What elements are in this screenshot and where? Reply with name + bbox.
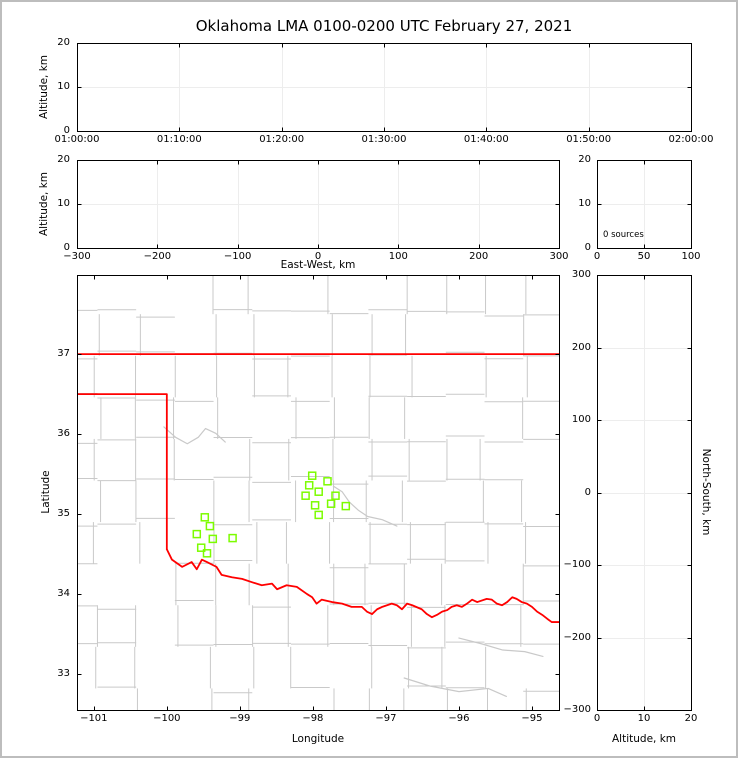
panel-source-histogram-y-tick-label: 10	[578, 198, 591, 209]
panel-altitude-vs-east-west-x-tick-label: 300	[549, 251, 569, 262]
panel-altitude-vs-east-west-y-tick-label: 20	[57, 154, 70, 165]
panel-altitude-vs-time-y-tick-label: 0	[63, 125, 70, 136]
panel-altitude-vs-north-south-x-tick-label: 20	[684, 713, 698, 724]
panel-altitude-vs-north-south-y-tick-label: 300	[571, 269, 591, 280]
panel-plan-view-map-x-tick-label: −95	[521, 713, 543, 724]
lma-source-marker	[314, 510, 323, 520]
ew-panel-y-axis-label: Altitude, km	[38, 171, 50, 237]
panel-altitude-vs-east-west	[77, 160, 560, 249]
panel-source-histogram-x-tick-label: 100	[681, 251, 701, 262]
panel-plan-view-map	[77, 275, 560, 711]
sources-count-annotation: 0 sources	[603, 230, 644, 240]
panel-plan-view-map-x-tick-label: −101	[80, 713, 108, 724]
gridlines	[77, 43, 692, 132]
tick-marks	[597, 160, 692, 249]
panel-altitude-vs-east-west-x-tick-label: −100	[223, 251, 252, 262]
lma-source-marker	[205, 521, 215, 531]
time-panel-y-axis-label: Altitude, km	[38, 54, 50, 120]
panel-plan-view-map-y-tick-label: 36	[57, 428, 70, 440]
lma-source-marker	[323, 477, 332, 486]
panel-altitude-vs-north-south-y-tick-label: −300	[563, 704, 591, 715]
panel-altitude-vs-time-x-tick-label: 01:30:00	[361, 134, 407, 145]
gridlines	[597, 160, 692, 249]
lma-source-marker	[192, 529, 202, 539]
panel-altitude-vs-east-west-x-tick-label: 100	[388, 251, 408, 262]
panel-plan-view-map-y-tick-label: 33	[57, 668, 70, 680]
lma-source-marker	[331, 491, 340, 500]
panel-altitude-vs-east-west-x-tick-label: −200	[143, 251, 172, 262]
panel-source-histogram-x-tick-label: 50	[637, 251, 651, 262]
panel-plan-view-map-x-tick-label: −97	[375, 713, 397, 724]
lma-source-markers	[192, 471, 351, 558]
lma-source-marker	[202, 549, 212, 558]
ns-panel-y-axis-label: North-South, km	[700, 448, 712, 536]
panel-altitude-vs-east-west-x-tick-label: 0	[314, 251, 322, 262]
lma-source-marker	[326, 499, 336, 508]
panel-altitude-vs-east-west-y-tick-label: 0	[63, 242, 70, 253]
lma-source-marker	[301, 491, 310, 500]
panel-altitude-vs-time-x-tick-label: 01:00:00	[54, 134, 100, 145]
panel-altitude-vs-north-south	[597, 275, 692, 711]
panel-altitude-vs-north-south-y-tick-label: 200	[571, 341, 591, 353]
tick-marks	[597, 275, 692, 711]
panel-source-histogram	[597, 160, 692, 249]
lma-source-marker	[307, 471, 317, 480]
panel-source-histogram-y-tick-label: 0	[584, 242, 591, 253]
tick-marks	[77, 43, 692, 132]
panel-altitude-vs-north-south-y-tick-label: 0	[584, 486, 591, 498]
lma-source-marker	[310, 501, 320, 510]
panel-altitude-vs-time-y-tick-label: 10	[57, 81, 70, 92]
panel-altitude-vs-north-south-x-tick-label: 0	[593, 713, 601, 724]
tick-marks	[77, 275, 560, 711]
panel-altitude-vs-time-x-tick-label: 01:50:00	[566, 134, 612, 145]
panel-plan-view-map-y-tick-label: 37	[57, 348, 70, 360]
panel-altitude-vs-east-west-x-tick-label: −300	[63, 251, 91, 262]
panel-plan-view-map-x-tick-label: −100	[153, 713, 181, 724]
panel-source-histogram-x-tick-label: 0	[593, 251, 601, 262]
ns-panel-x-axis-label: Altitude, km	[611, 733, 677, 745]
panel-altitude-vs-time-x-tick-label: 01:20:00	[259, 134, 305, 145]
lma-source-marker	[196, 543, 206, 552]
panel-altitude-vs-north-south-x-tick-label: 10	[637, 713, 651, 724]
panel-altitude-vs-north-south-y-tick-label: −200	[563, 631, 591, 643]
lma-source-marker	[304, 481, 314, 490]
gridlines	[77, 160, 560, 249]
lma-source-marker	[200, 513, 210, 522]
panel-plan-view-map-x-tick-label: −96	[448, 713, 470, 724]
gridlines	[597, 275, 692, 711]
red-river-border-line	[165, 548, 559, 623]
plot-title: Oklahoma LMA 0100-0200 UTC February 27, …	[195, 17, 573, 35]
panel-altitude-vs-time-y-tick-label: 20	[57, 37, 70, 48]
map-x-axis-label: Longitude	[291, 733, 345, 745]
state-border-lines	[78, 353, 559, 623]
panel-altitude-vs-time-x-tick-label: 01:40:00	[463, 134, 509, 145]
panel-frame	[77, 275, 560, 711]
panel-altitude-vs-time-x-tick-label: 01:10:00	[156, 134, 202, 145]
panel-altitude-vs-north-south-y-tick-label: 100	[571, 414, 591, 425]
panel-altitude-vs-north-south-y-tick-label: −100	[563, 559, 591, 570]
lma-source-marker	[314, 487, 323, 496]
ew-panel-x-axis-label: East-West, km	[280, 259, 356, 271]
map-y-axis-label: Latitude	[40, 470, 52, 514]
panel-source-histogram-y-tick-label: 20	[578, 154, 591, 165]
panel-altitude-vs-east-west-y-tick-label: 10	[57, 198, 70, 209]
lma-source-marker	[341, 501, 351, 511]
panel-altitude-vs-time-x-tick-label: 02:00:00	[668, 134, 714, 145]
panel-plan-view-map-x-tick-label: −98	[302, 713, 324, 724]
panel-altitude-vs-east-west-x-tick-label: 200	[469, 251, 489, 262]
tick-marks	[77, 160, 560, 249]
lma-source-marker	[228, 533, 237, 543]
panel-plan-view-map-y-tick-label: 35	[57, 508, 70, 520]
panel-plan-view-map-y-tick-label: 34	[57, 588, 70, 600]
texas-panhandle-border-line	[78, 393, 168, 551]
panel-plan-view-map-x-tick-label: −99	[229, 713, 251, 724]
lma-source-marker	[208, 534, 218, 544]
county-boundary-lines	[78, 276, 559, 710]
panel-altitude-vs-time	[77, 43, 692, 132]
